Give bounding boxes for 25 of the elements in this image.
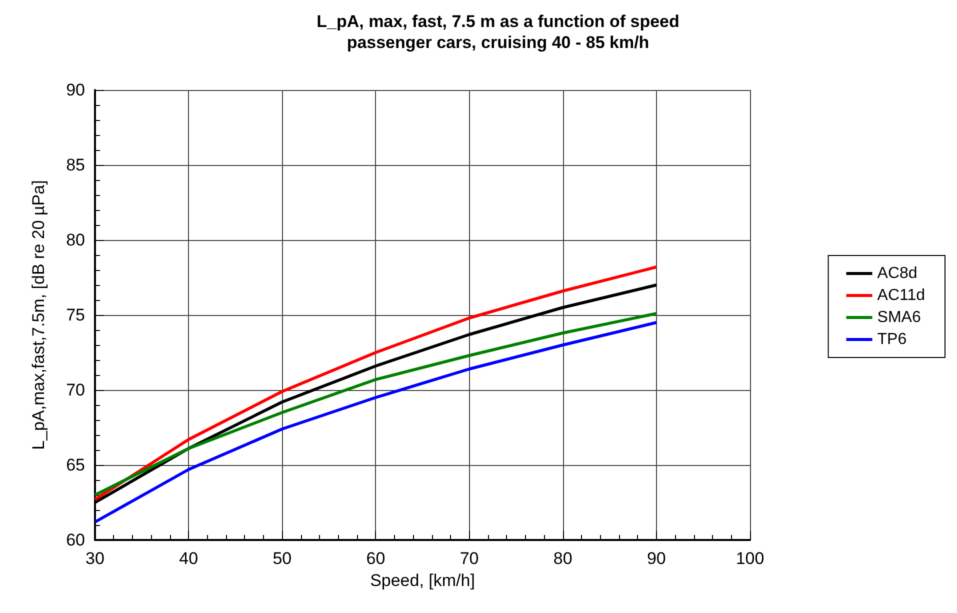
y-tick-label: 75	[66, 306, 85, 324]
x-tick-label: 30	[86, 549, 104, 568]
legend-label: SMA6	[877, 309, 921, 326]
chart-subtitle: passenger cars, cruising 40 - 85 km/h	[346, 33, 650, 52]
x-tick-label: 40	[179, 549, 198, 568]
x-tick-label: 50	[272, 549, 292, 568]
legend-label: AC8d	[877, 265, 918, 282]
y-tick-label: 90	[66, 80, 85, 100]
x-tick-label: 80	[553, 549, 572, 568]
x-tick-label: 90	[646, 549, 666, 568]
y-tick-label: 85	[66, 156, 85, 174]
chart-title: L_pA, max, fast, 7.5 m as a function of speed	[316, 12, 680, 31]
x-tick-label: 100	[736, 549, 764, 568]
line-series	[94, 321, 658, 524]
legend-label: AC11d	[877, 287, 925, 304]
x-tick-label: 60	[366, 549, 386, 568]
y-tick-label: 70	[66, 380, 85, 400]
y-tick-label: 60	[66, 530, 85, 550]
y-tick-label: 80	[66, 230, 85, 250]
line-series	[94, 312, 658, 496]
y-axis-title: L_pA,max,fast,7.5m, [dB re 20 µPa]	[29, 180, 48, 450]
x-axis-title: Speed, [km/h]	[370, 570, 475, 590]
y-tick-label: 65	[66, 456, 85, 474]
x-tick-label: 70	[460, 549, 479, 568]
legend-label: TP6	[877, 331, 907, 348]
